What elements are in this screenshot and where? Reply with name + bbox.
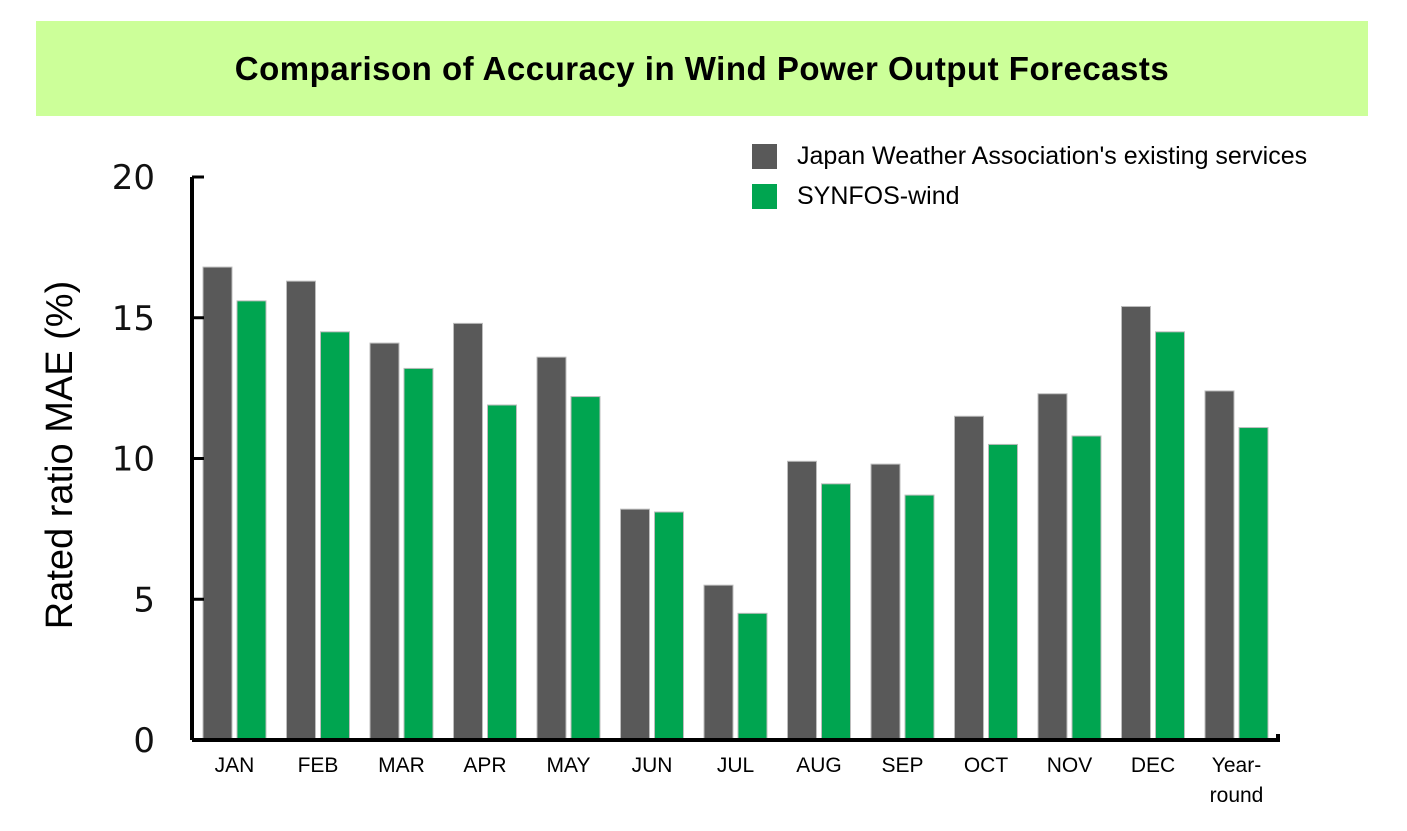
x-tick-label-aug: AUG (796, 754, 842, 777)
bar-existing-jul (703, 584, 734, 741)
y-tick-label-10: 10 (112, 440, 155, 480)
bar-synfos-aug (821, 483, 851, 741)
legend: Japan Weather Association's existing ser… (752, 136, 1307, 216)
x-tick-label-feb: FEB (298, 754, 339, 777)
bar-synfos-jun (654, 511, 684, 741)
x-tick-label-dec: DEC (1131, 754, 1175, 777)
bar-synfos-mar (403, 367, 434, 741)
y-tick-label-0: 0 (133, 721, 155, 761)
bar-existing-year-round (1204, 390, 1235, 741)
bar-existing-feb (286, 280, 316, 741)
legend-label-existing: Japan Weather Association's existing ser… (797, 141, 1308, 170)
x-tick-label-nov: NOV (1047, 754, 1093, 777)
x-tick-label-jan: JAN (215, 754, 255, 777)
bar-synfos-oct (988, 443, 1018, 741)
x-tick-label-year-round-line1: Year- (1212, 754, 1261, 777)
bar-synfos-feb (320, 331, 350, 741)
bar-existing-mar (369, 342, 400, 741)
x-tick-label-apr: APR (463, 754, 506, 777)
bar-synfos-dec (1155, 331, 1185, 741)
legend-swatch-existing (752, 143, 777, 169)
y-axis-label: Rated ratio MAE (%) (39, 281, 81, 629)
chart-title-band: Comparison of Accuracy in Wind Power Out… (36, 21, 1368, 116)
y-tick-label-20: 20 (112, 158, 155, 198)
y-tick-label-5: 5 (133, 580, 155, 620)
legend-item-existing: Japan Weather Association's existing ser… (752, 136, 1307, 176)
x-tick-label-may: MAY (547, 754, 591, 777)
x-tick-label-mar: MAR (378, 754, 425, 777)
legend-item-synfos: SYNFOS-wind (752, 176, 1307, 216)
x-tick-label-jul: JUL (717, 754, 754, 777)
bar-synfos-nov (1071, 435, 1102, 741)
bar-existing-dec (1121, 305, 1151, 741)
bar-existing-aug (787, 460, 817, 741)
bar-existing-may (536, 356, 567, 741)
x-tick-label-year-round-line2: round (1210, 784, 1264, 807)
x-tick-label-sep: SEP (881, 754, 923, 777)
x-tick-label-jun: JUN (632, 754, 673, 777)
bar-existing-jun (620, 508, 650, 741)
bar-existing-jan (202, 266, 233, 741)
bar-existing-nov (1037, 393, 1068, 741)
x-tick-label-oct: OCT (964, 754, 1009, 777)
y-tick-label-15: 15 (112, 299, 155, 339)
chart-title: Comparison of Accuracy in Wind Power Out… (234, 49, 1170, 87)
bar-synfos-apr (487, 404, 517, 741)
bar-existing-sep (870, 463, 901, 741)
legend-label-synfos: SYNFOS-wind (797, 181, 960, 210)
bar-synfos-jul (737, 612, 768, 741)
legend-swatch-synfos (752, 183, 777, 209)
bar-synfos-year-round (1238, 427, 1269, 741)
bar-synfos-may (570, 396, 601, 741)
bar-existing-oct (954, 415, 984, 741)
bar-synfos-jan (236, 300, 267, 741)
bar-synfos-sep (904, 494, 935, 741)
bar-existing-apr (453, 322, 483, 741)
